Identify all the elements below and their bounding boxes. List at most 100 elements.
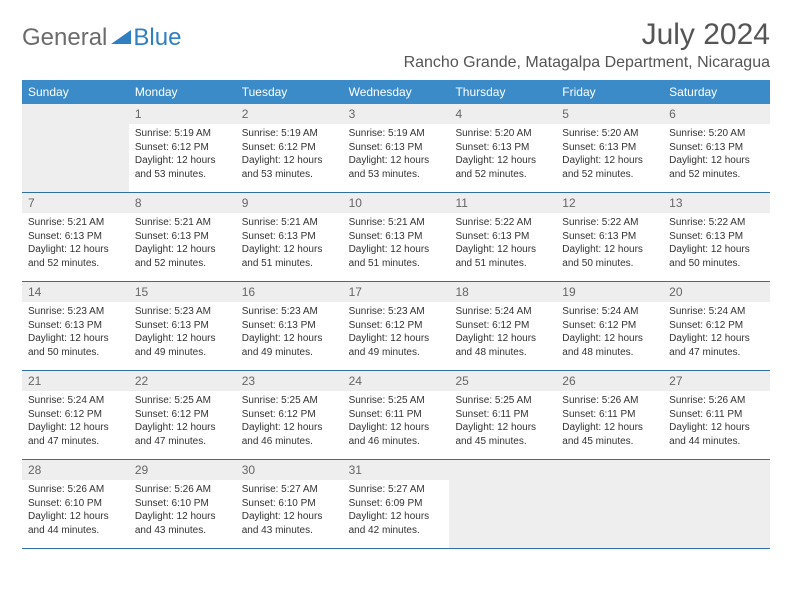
day-number: 9: [236, 193, 343, 213]
sunrise-text: Sunrise: 5:20 AM: [562, 127, 657, 141]
daylight-text: Daylight: 12 hours and 46 minutes.: [349, 421, 444, 448]
day-number: 8: [129, 193, 236, 213]
day-cell: 1Sunrise: 5:19 AMSunset: 6:12 PMDaylight…: [129, 104, 236, 192]
day-number: 30: [236, 460, 343, 480]
daylight-text: Daylight: 12 hours and 43 minutes.: [242, 510, 337, 537]
daylight-text: Daylight: 12 hours and 43 minutes.: [135, 510, 230, 537]
sunset-text: Sunset: 6:13 PM: [135, 230, 230, 244]
day-number: 4: [449, 104, 556, 124]
day-number: 18: [449, 282, 556, 302]
day-header: Tuesday: [236, 80, 343, 104]
day-cell: 9Sunrise: 5:21 AMSunset: 6:13 PMDaylight…: [236, 193, 343, 281]
day-number: 1: [129, 104, 236, 124]
day-cell: [449, 460, 556, 548]
daylight-text: Daylight: 12 hours and 47 minutes.: [669, 332, 764, 359]
sunrise-text: Sunrise: 5:26 AM: [28, 483, 123, 497]
sunset-text: Sunset: 6:12 PM: [562, 319, 657, 333]
daylight-text: Daylight: 12 hours and 45 minutes.: [562, 421, 657, 448]
day-cell: 3Sunrise: 5:19 AMSunset: 6:13 PMDaylight…: [343, 104, 450, 192]
sunrise-text: Sunrise: 5:24 AM: [28, 394, 123, 408]
sunset-text: Sunset: 6:13 PM: [135, 319, 230, 333]
daylight-text: Daylight: 12 hours and 53 minutes.: [135, 154, 230, 181]
day-cell: 17Sunrise: 5:23 AMSunset: 6:12 PMDayligh…: [343, 282, 450, 370]
sunrise-text: Sunrise: 5:21 AM: [135, 216, 230, 230]
sunrise-text: Sunrise: 5:19 AM: [242, 127, 337, 141]
daylight-text: Daylight: 12 hours and 51 minutes.: [242, 243, 337, 270]
sunrise-text: Sunrise: 5:25 AM: [455, 394, 550, 408]
week-row: 1Sunrise: 5:19 AMSunset: 6:12 PMDaylight…: [22, 104, 770, 193]
sunset-text: Sunset: 6:11 PM: [349, 408, 444, 422]
day-number: 25: [449, 371, 556, 391]
day-cell: 12Sunrise: 5:22 AMSunset: 6:13 PMDayligh…: [556, 193, 663, 281]
sunrise-text: Sunrise: 5:27 AM: [349, 483, 444, 497]
sunset-text: Sunset: 6:10 PM: [242, 497, 337, 511]
sunset-text: Sunset: 6:13 PM: [349, 141, 444, 155]
sunrise-text: Sunrise: 5:24 AM: [562, 305, 657, 319]
sunrise-text: Sunrise: 5:21 AM: [349, 216, 444, 230]
day-header: Monday: [129, 80, 236, 104]
week-row: 21Sunrise: 5:24 AMSunset: 6:12 PMDayligh…: [22, 371, 770, 460]
daylight-text: Daylight: 12 hours and 51 minutes.: [455, 243, 550, 270]
sunset-text: Sunset: 6:09 PM: [349, 497, 444, 511]
day-number: 20: [663, 282, 770, 302]
sunset-text: Sunset: 6:10 PM: [28, 497, 123, 511]
daylight-text: Daylight: 12 hours and 50 minutes.: [28, 332, 123, 359]
day-cell: 11Sunrise: 5:22 AMSunset: 6:13 PMDayligh…: [449, 193, 556, 281]
day-cell: 16Sunrise: 5:23 AMSunset: 6:13 PMDayligh…: [236, 282, 343, 370]
day-number: 19: [556, 282, 663, 302]
daylight-text: Daylight: 12 hours and 48 minutes.: [455, 332, 550, 359]
sunrise-text: Sunrise: 5:24 AM: [455, 305, 550, 319]
header: General Blue July 2024 Rancho Grande, Ma…: [22, 18, 770, 72]
day-cell: 14Sunrise: 5:23 AMSunset: 6:13 PMDayligh…: [22, 282, 129, 370]
day-header: Saturday: [663, 80, 770, 104]
day-cell: 4Sunrise: 5:20 AMSunset: 6:13 PMDaylight…: [449, 104, 556, 192]
day-cell: 8 Sunrise: 5:21 AMSunset: 6:13 PMDaylight…: [129, 193, 236, 281]
day-header-row: SundayMondayTuesdayWednesdayThursdayFrid…: [22, 80, 770, 104]
daylight-text: Daylight: 12 hours and 52 minutes.: [669, 154, 764, 181]
daylight-text: Daylight: 12 hours and 47 minutes.: [135, 421, 230, 448]
day-number: 22: [129, 371, 236, 391]
month-title: July 2024: [404, 18, 770, 52]
day-number: 10: [343, 193, 450, 213]
daylight-text: Daylight: 12 hours and 52 minutes.: [562, 154, 657, 181]
sunset-text: Sunset: 6:13 PM: [455, 141, 550, 155]
day-cell: 27Sunrise: 5:26 AMSunset: 6:11 PMDayligh…: [663, 371, 770, 459]
daylight-text: Daylight: 12 hours and 52 minutes.: [28, 243, 123, 270]
day-number: 17: [343, 282, 450, 302]
day-cell: 20Sunrise: 5:24 AMSunset: 6:12 PMDayligh…: [663, 282, 770, 370]
day-cell: 21Sunrise: 5:24 AMSunset: 6:12 PMDayligh…: [22, 371, 129, 459]
sunset-text: Sunset: 6:12 PM: [135, 408, 230, 422]
day-cell: 7Sunrise: 5:21 AMSunset: 6:13 PMDaylight…: [22, 193, 129, 281]
location-text: Rancho Grande, Matagalpa Department, Nic…: [404, 54, 770, 72]
sunset-text: Sunset: 6:13 PM: [562, 230, 657, 244]
sunrise-text: Sunrise: 5:23 AM: [242, 305, 337, 319]
day-number: 24: [343, 371, 450, 391]
sunset-text: Sunset: 6:13 PM: [28, 319, 123, 333]
day-header: Thursday: [449, 80, 556, 104]
day-cell: [22, 104, 129, 192]
sunset-text: Sunset: 6:11 PM: [455, 408, 550, 422]
sunrise-text: Sunrise: 5:27 AM: [242, 483, 337, 497]
day-cell: 2Sunrise: 5:19 AMSunset: 6:12 PMDaylight…: [236, 104, 343, 192]
sunset-text: Sunset: 6:13 PM: [562, 141, 657, 155]
day-header: Friday: [556, 80, 663, 104]
daylight-text: Daylight: 12 hours and 52 minutes.: [135, 243, 230, 270]
sunrise-text: Sunrise: 5:25 AM: [349, 394, 444, 408]
sunset-text: Sunset: 6:12 PM: [669, 319, 764, 333]
sunset-text: Sunset: 6:12 PM: [135, 141, 230, 155]
sunset-text: Sunset: 6:11 PM: [669, 408, 764, 422]
daylight-text: Daylight: 12 hours and 46 minutes.: [242, 421, 337, 448]
day-number: 6: [663, 104, 770, 124]
sunrise-text: Sunrise: 5:23 AM: [135, 305, 230, 319]
daylight-text: Daylight: 12 hours and 48 minutes.: [562, 332, 657, 359]
day-number: 15: [129, 282, 236, 302]
sunset-text: Sunset: 6:10 PM: [135, 497, 230, 511]
daylight-text: Daylight: 12 hours and 51 minutes.: [349, 243, 444, 270]
day-cell: 6Sunrise: 5:20 AMSunset: 6:13 PMDaylight…: [663, 104, 770, 192]
day-number: 21: [22, 371, 129, 391]
day-number: 16: [236, 282, 343, 302]
daylight-text: Daylight: 12 hours and 44 minutes.: [28, 510, 123, 537]
sunrise-text: Sunrise: 5:23 AM: [28, 305, 123, 319]
daylight-text: Daylight: 12 hours and 47 minutes.: [28, 421, 123, 448]
day-number: 13: [663, 193, 770, 213]
